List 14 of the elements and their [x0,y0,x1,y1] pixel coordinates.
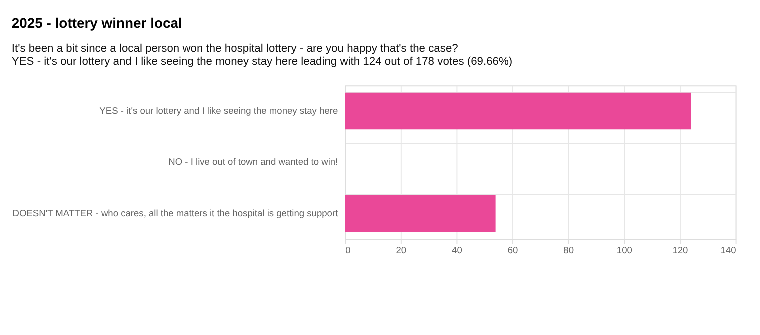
x-tick-label: 0 [346,246,351,256]
y-tick-label: YES - it's our lottery and I like seeing the money stay here [100,106,338,116]
x-tick-label: 20 [396,246,407,256]
text: It's been a bit since a local person won the hospital lottery - are you happy that's the case? [12,43,458,56]
x-tick-label: 40 [452,246,462,256]
x-tick-label: 120 [672,246,688,256]
x-tick-label: 140 [720,246,736,256]
text: YES - it's our lottery and I like seeing the money stay here leading with 124 out of 178 votes (69.66%) [12,56,513,68]
text: 2025 - lottery winner local [12,14,182,31]
x-tick-label: 80 [564,246,574,256]
y-tick-label: NO - I live out of town and wanted to win! [168,157,338,168]
x-tick-label: 100 [616,246,632,256]
y-tick-label: DOESN'T MATTER - who cares, all the matters it the hospital is getting support [12,208,339,218]
x-tick-label: 60 [508,246,518,256]
